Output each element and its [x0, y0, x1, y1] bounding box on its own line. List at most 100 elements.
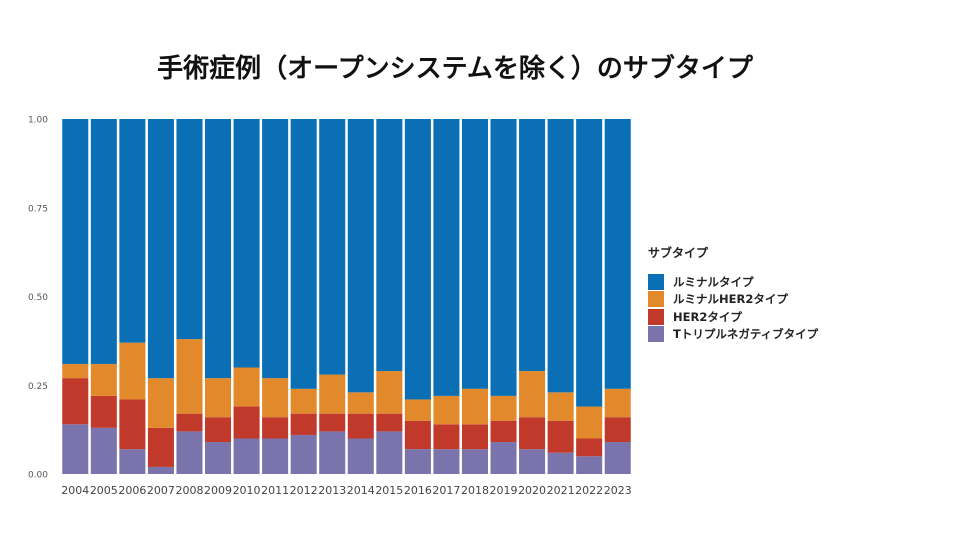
x-tick-label: 2017	[432, 484, 460, 497]
x-tick-label: 2018	[461, 484, 489, 497]
bar-segment	[547, 420, 574, 453]
bar-segment	[262, 417, 289, 439]
legend-label: ルミナルHER2タイプ	[673, 292, 788, 307]
bar-segment	[62, 363, 89, 379]
bar-segment	[347, 119, 374, 393]
bar-segment	[147, 427, 174, 467]
bar-segment	[233, 438, 260, 474]
bar-segment	[519, 417, 546, 450]
x-tick-label: 2016	[404, 484, 432, 497]
bar-segment	[205, 442, 232, 474]
bar-segment	[519, 449, 546, 474]
bar-segment	[262, 438, 289, 474]
bar-segment	[376, 413, 403, 432]
bar-segment	[290, 413, 317, 435]
x-tick-label: 2015	[375, 484, 403, 497]
bar-segment	[376, 371, 403, 414]
x-tick-label: 2007	[147, 484, 175, 497]
bar-segment	[90, 119, 117, 364]
y-tick-label: 0.50	[28, 293, 48, 303]
y-tick-label: 0.00	[28, 471, 48, 481]
bar-segment	[433, 449, 460, 474]
bar-segment	[262, 119, 289, 379]
bar-segment	[576, 438, 603, 457]
bar-segment	[319, 374, 346, 414]
bar-segment	[490, 420, 517, 443]
bar-segment	[233, 367, 260, 407]
y-tick-label: 0.25	[28, 382, 48, 392]
bar-segment	[547, 452, 574, 474]
bar-segment	[233, 406, 260, 439]
x-tick-label: 2010	[233, 484, 261, 497]
legend-swatch	[648, 273, 664, 290]
bar-segment	[290, 119, 317, 389]
bar-segment	[433, 395, 460, 425]
x-tick-label: 2012	[290, 484, 318, 497]
y-tick-label: 1.00	[28, 116, 48, 126]
bar-segment	[604, 417, 631, 443]
bar-segment	[176, 119, 203, 340]
bar-segment	[347, 392, 374, 414]
bar-segment	[205, 119, 232, 379]
bar-segment	[604, 388, 631, 418]
bar-segment	[376, 431, 403, 474]
bar-segment	[319, 413, 346, 432]
x-tick-label: 2008	[175, 484, 203, 497]
bar-segment	[404, 119, 431, 400]
x-tick-label: 2009	[204, 484, 232, 497]
bar-segment	[90, 427, 117, 474]
bar-segment	[119, 449, 146, 474]
y-tick-label: 0.75	[28, 204, 48, 214]
bar-segment	[90, 395, 117, 428]
bar-segment	[347, 413, 374, 439]
bar-segment	[290, 388, 317, 414]
bar-segment	[404, 449, 431, 474]
bar-segment	[576, 456, 603, 474]
x-tick-label: 2022	[575, 484, 603, 497]
bar-segment	[147, 378, 174, 428]
legend-swatch	[648, 291, 664, 308]
bar-segment	[176, 339, 203, 414]
x-tick-label: 2019	[490, 484, 518, 497]
bar-segment	[176, 431, 203, 474]
bar-segment	[490, 119, 517, 396]
bar-segment	[490, 395, 517, 421]
bar-segment	[461, 424, 488, 450]
legend-item: ルミナルタイプ	[648, 273, 818, 291]
bar-segment	[147, 466, 174, 474]
bar-segment	[404, 420, 431, 450]
bar-segment	[176, 413, 203, 432]
bar-segment	[205, 417, 232, 443]
bar-segment	[576, 406, 603, 439]
bar-segment	[290, 434, 317, 474]
chart-title: 手術症例（オープンシステムを除く）のサブタイプ	[157, 54, 753, 84]
bar-segment	[233, 119, 260, 368]
bar-segment	[90, 363, 117, 396]
bar-segment	[461, 119, 488, 389]
bar-segment	[461, 449, 488, 474]
bar-segment	[319, 431, 346, 474]
x-tick-label: 2006	[118, 484, 146, 497]
bar-segment	[433, 424, 460, 450]
legend-swatch	[648, 326, 664, 343]
legend: サブタイプ ルミナルタイプ ルミナルHER2タイプ HER2タイプ Tトリプルネガティ…	[648, 244, 818, 343]
bar-segment	[604, 119, 631, 389]
bar-segment	[62, 424, 89, 474]
bar-segment	[62, 119, 89, 364]
bar-segment	[119, 342, 146, 400]
bar-segment	[147, 119, 174, 379]
legend-item: HER2タイプ	[648, 308, 818, 326]
x-tick-label: 2020	[518, 484, 546, 497]
bar-segment	[547, 392, 574, 421]
x-tick-label: 2021	[547, 484, 575, 497]
bar-segment	[547, 119, 574, 393]
bar-segment	[119, 399, 146, 450]
bar-segment	[62, 378, 89, 425]
x-tick-label: 2014	[347, 484, 375, 497]
legend-swatch	[648, 308, 664, 325]
bar-segment	[319, 119, 346, 375]
bar-segment	[205, 378, 232, 418]
x-tick-label: 2013	[318, 484, 346, 497]
x-tick-label: 2023	[604, 484, 632, 497]
